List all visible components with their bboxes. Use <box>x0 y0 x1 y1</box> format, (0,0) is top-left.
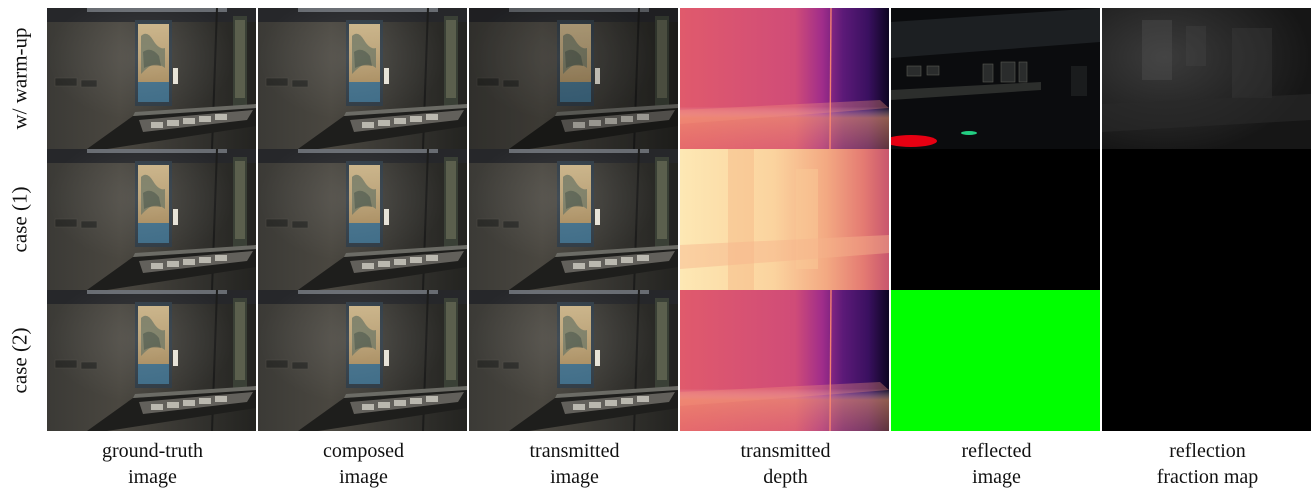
col-label-reflected-image: reflected image <box>961 440 1032 488</box>
tile-row2-col4-depth-magma-bright <box>680 149 889 290</box>
tile-row3-col3-gallery-photo <box>469 290 678 431</box>
row-label-case-2: case (2) <box>7 327 32 394</box>
tile-row3-col4-depth-magma <box>680 290 889 431</box>
tile-row1-col3-gallery-photo-dark <box>469 8 678 149</box>
tile-row2-col3-gallery-photo <box>469 149 678 290</box>
col-label-transmitted-image: transmitted image <box>529 440 620 488</box>
tile-row1-col6-fraction-gray <box>1102 8 1311 149</box>
col-label-transmitted-depth: transmitted depth <box>740 440 831 488</box>
tile-row3-col6-black <box>1102 290 1311 431</box>
tile-row2-col1-gallery-photo <box>47 149 256 290</box>
tile-row1-col1-gallery-photo <box>47 8 256 149</box>
row-label-warm-up: w/ warm-up <box>7 27 32 130</box>
tile-row2-col2-gallery-photo <box>258 149 467 290</box>
col-label-composed-image: composed image <box>322 440 405 488</box>
tile-row1-col4-depth-magma <box>680 8 889 149</box>
tile-row1-col5-reflection-gallery <box>891 8 1100 149</box>
tile-row2-col5-black <box>891 149 1100 290</box>
tile-row3-col5-solid-green <box>891 290 1100 431</box>
col-label-ground-truth-image: ground-truth image <box>101 440 204 488</box>
tile-row3-col2-gallery-photo <box>258 290 467 431</box>
row-label-case-1: case (1) <box>7 186 32 253</box>
col-label-reflection-fraction-map: reflection fraction map <box>1156 440 1259 488</box>
tile-row2-col6-black <box>1102 149 1311 290</box>
tile-row3-col1-gallery-photo <box>47 290 256 431</box>
tile-row1-col2-gallery-photo <box>258 8 467 149</box>
